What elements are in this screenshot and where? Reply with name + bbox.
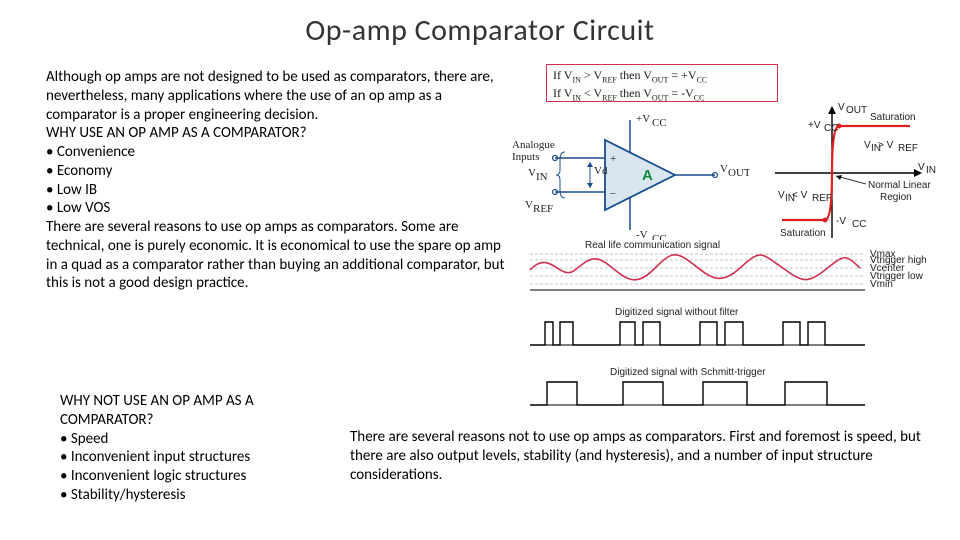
svg-text:V: V — [778, 190, 785, 201]
condition-box: If VIN > VREF then VOUT = +VCC If VIN < … — [546, 64, 778, 102]
svg-text:V: V — [918, 162, 925, 173]
svg-text:V: V — [838, 102, 845, 113]
svg-text:OUT: OUT — [846, 105, 867, 116]
svg-text:V: V — [864, 140, 871, 151]
svg-text:Region: Region — [880, 192, 912, 203]
bottom-paragraph: There are several reasons not to use op … — [350, 428, 925, 484]
svg-text:Digitized signal with Schmitt-: Digitized signal with Schmitt-trigger — [610, 367, 766, 378]
page-title: Op-amp Comparator Circuit — [0, 0, 960, 57]
svg-text:Inputs: Inputs — [512, 151, 540, 163]
svg-text:+: + — [610, 153, 616, 165]
waveform-panel: VmaxVtrigger highVcenterVtrigger lowVmin… — [525, 240, 935, 415]
svg-text:IN: IN — [926, 165, 936, 176]
transfer-function-graph: VOUTSaturation+VCCVIN > VREFVINVIN < VRE… — [770, 98, 940, 248]
cond-line1: If VIN > VREF then VOUT = +VCC — [553, 68, 707, 82]
svg-text:IN: IN — [536, 171, 548, 183]
svg-text:REF: REF — [533, 203, 553, 215]
svg-text:Analogue: Analogue — [512, 139, 555, 151]
svg-text:Saturation: Saturation — [780, 228, 826, 239]
svg-text:Vd: Vd — [594, 165, 608, 177]
svg-text:REF: REF — [812, 193, 832, 204]
svg-text:> V: > V — [878, 140, 894, 151]
svg-text:+V: +V — [808, 120, 821, 131]
svg-text:CC: CC — [652, 117, 667, 129]
main-text-block: Although op amps are not designed to be … — [46, 68, 506, 293]
svg-text:A: A — [642, 167, 653, 184]
svg-text:–: – — [609, 187, 616, 199]
svg-text:V: V — [720, 163, 728, 175]
why-not-list: WHY NOT USE AN OP AMP AS A COMPARATOR?• … — [60, 392, 340, 505]
svg-text:-V: -V — [836, 216, 846, 227]
svg-text:Normal Linear: Normal Linear — [868, 180, 931, 191]
svg-text:V: V — [525, 199, 533, 211]
svg-text:OUT: OUT — [728, 167, 750, 179]
svg-text:CC: CC — [824, 123, 838, 134]
svg-text:Saturation: Saturation — [870, 112, 916, 123]
svg-text:Digitized signal without filte: Digitized signal without filter — [615, 307, 739, 318]
opamp-circuit-diagram: +–AAnalogueInputsVINVREF+VCC-VCCVdVOUT — [510, 110, 750, 240]
cond-line2: If VIN < VREF then VOUT = -VCC — [553, 86, 704, 100]
svg-text:CC: CC — [852, 219, 866, 230]
svg-text:REF: REF — [898, 143, 918, 154]
svg-text:Vmin: Vmin — [870, 279, 893, 290]
svg-text:Real life communication signal: Real life communication signal — [585, 240, 720, 251]
svg-text:< V: < V — [792, 190, 808, 201]
svg-text:CC: CC — [652, 233, 667, 240]
svg-text:V: V — [528, 167, 536, 179]
svg-text:+V: +V — [636, 113, 650, 125]
svg-text:-V: -V — [636, 229, 648, 240]
